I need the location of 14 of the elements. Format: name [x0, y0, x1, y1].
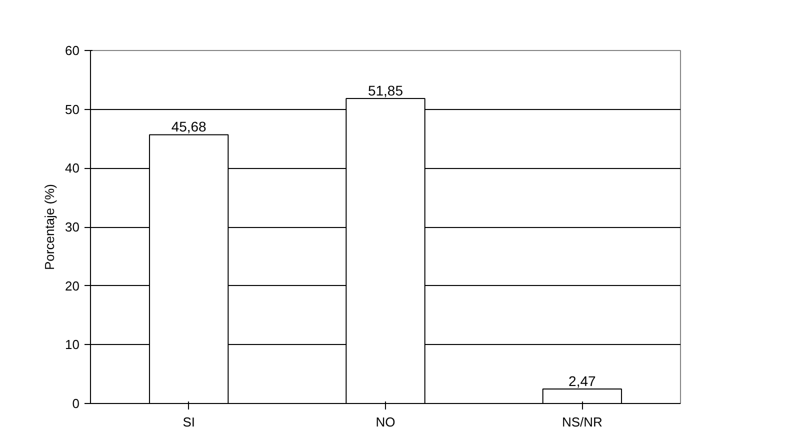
x-tick-label: NS/NR	[562, 414, 602, 430]
x-tick-label: NO	[376, 414, 396, 430]
y-tick-label: 40	[65, 160, 80, 176]
data-label: 45,68	[171, 118, 207, 135]
x-tick-label: SI	[182, 414, 195, 430]
data-label: 51,85	[368, 82, 404, 98]
y-tick-label: 50	[65, 102, 80, 117]
y-axis-title: Porcentaje (%)	[42, 184, 58, 270]
y-tick-label: 20	[65, 278, 80, 294]
y-tick-label: 0	[72, 396, 80, 411]
y-tick-label: 10	[65, 337, 80, 352]
y-tick-label: 60	[65, 43, 80, 58]
data-label: 2,47	[568, 372, 596, 389]
y-tick-label: 30	[65, 220, 80, 234]
